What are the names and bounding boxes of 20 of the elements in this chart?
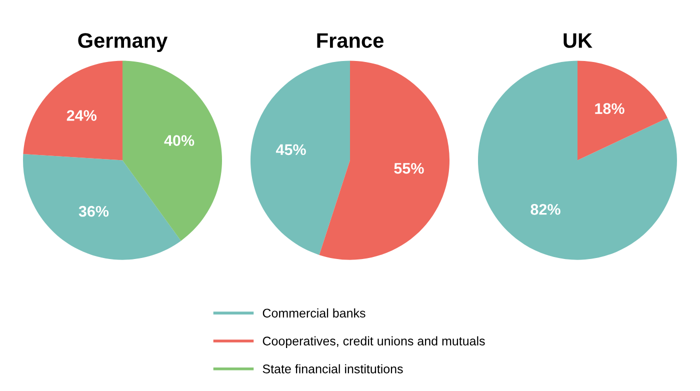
legend-label: State financial institutions [262, 364, 403, 374]
data-label: 36% [78, 206, 109, 217]
pie-slice [478, 60, 678, 260]
pie-slice [578, 60, 668, 160]
data-label: 55% [394, 162, 424, 174]
data-label: 45% [276, 144, 306, 156]
data-label: 24% [66, 110, 97, 121]
pie-slice [250, 60, 350, 255]
data-label: 18% [595, 103, 624, 114]
pie-slice [319, 60, 450, 260]
legend-label: Commercial banks [262, 308, 366, 318]
data-label: 82% [530, 204, 560, 215]
chart-title: Germany [78, 33, 168, 52]
chart-title: UK [564, 33, 592, 48]
pie-slice [23, 60, 122, 160]
pie-slice [23, 154, 181, 260]
chart-title: France [317, 33, 384, 48]
pie-slice [122, 60, 222, 241]
data-label: 40% [164, 135, 194, 146]
legend-label: Cooperatives, credit unions and mutuals [262, 336, 485, 348]
